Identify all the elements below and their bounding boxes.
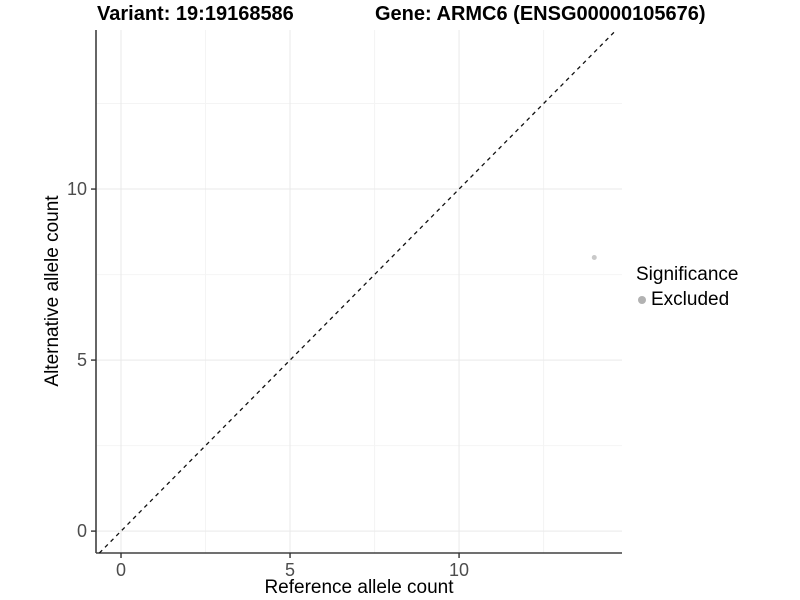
y-tick-label: 0 [77,521,87,541]
x-axis-title: Reference allele count [264,577,454,598]
legend-item-excluded: Excluded [636,289,738,311]
plot-title-variant: Variant: 19:19168586 [97,3,294,25]
legend-item-label: Excluded [651,289,730,310]
plot-title-gene: Gene: ARMC6 (ENSG00000105676) [375,3,706,25]
y-axis-title: Alternative allele count [42,195,63,387]
y-tick-label: 5 [77,350,87,370]
legend: Significance Excluded [636,264,738,311]
legend-title: Significance [636,264,739,285]
data-point [591,254,597,260]
x-tick-label: 10 [449,560,469,580]
x-tick-label: 0 [116,560,126,580]
identity-dashed-line [98,29,617,554]
legend-point-icon [638,296,646,304]
y-tick-label: 10 [67,179,87,199]
x-tick-label: 5 [285,560,295,580]
